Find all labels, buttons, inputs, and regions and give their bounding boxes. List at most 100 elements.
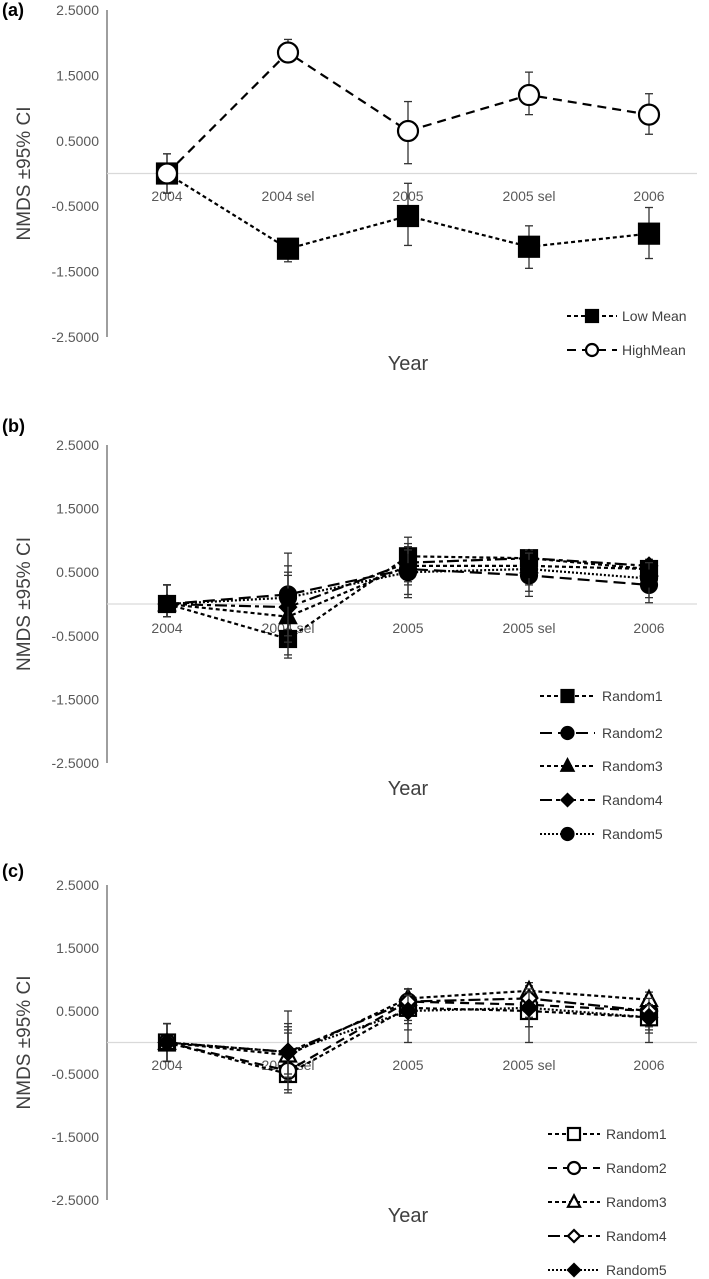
data-point (396, 119, 420, 143)
legend-marker (559, 792, 576, 808)
legend-label: Random3 (602, 758, 663, 774)
x-tick-label: 2006 (633, 620, 664, 636)
panel-label: (c) (2, 861, 24, 881)
x-tick-label: 2005 sel (503, 1057, 556, 1073)
legend-label: Random5 (602, 826, 663, 842)
legend-item: Random5 (548, 1262, 667, 1278)
data-point (517, 83, 541, 107)
legend-item: Random1 (548, 1126, 667, 1142)
legend-marker (566, 1228, 582, 1244)
legend-item: Random2 (548, 1160, 667, 1176)
x-tick-label: 2004 sel (262, 188, 315, 204)
legend-item: Random3 (540, 757, 663, 774)
series-low-mean (155, 153, 661, 269)
legend-label: Random1 (606, 1126, 667, 1142)
data-point (396, 204, 420, 228)
series-highmean (155, 38, 661, 194)
legend-marker (560, 725, 575, 741)
panel-label: (b) (2, 416, 25, 436)
y-tick-label: -0.5000 (52, 198, 100, 214)
y-tick-label: -2.5000 (52, 1192, 100, 1208)
x-axis-label: Year (388, 353, 429, 375)
panel-label: (a) (2, 0, 24, 20)
y-tick-label: 2.5000 (56, 2, 99, 18)
legend-item: HighMean (567, 342, 686, 358)
legend-label: Random5 (606, 1262, 667, 1278)
data-point (519, 559, 539, 579)
legend-label: Random2 (602, 725, 663, 741)
x-axis-label: Year (388, 778, 429, 800)
x-tick-label: 2005 sel (503, 620, 556, 636)
data-point (517, 235, 541, 258)
y-axis-label: NMDS ±95% CI (14, 537, 35, 671)
legend-item: Random3 (548, 1193, 667, 1210)
x-axis-label: Year (388, 1205, 429, 1227)
legend-label: Random4 (606, 1228, 667, 1244)
data-point (637, 103, 661, 126)
series-random5 (157, 549, 659, 631)
x-tick-label: 2005 sel (503, 188, 556, 204)
series-random5 (157, 991, 659, 1075)
legend-item: Random2 (540, 725, 663, 741)
legend-label: Low Mean (622, 308, 687, 324)
data-point (276, 237, 300, 260)
legend-item: Random4 (540, 792, 663, 808)
y-tick-label: 0.5000 (56, 133, 99, 149)
x-tick-label: 2005 (392, 1057, 423, 1073)
x-tick-label: 2004 (151, 620, 182, 636)
data-point (157, 594, 177, 614)
legend-marker (566, 1193, 582, 1208)
legend-item: Low Mean (567, 308, 687, 324)
legend-marker (566, 1262, 582, 1278)
x-tick-label: 2005 (392, 620, 423, 636)
legend-item: Random1 (540, 688, 663, 704)
series-line (166, 51, 650, 175)
legend-item: Random5 (540, 826, 663, 842)
y-tick-label: 0.5000 (56, 564, 99, 580)
legend-marker (584, 308, 600, 324)
chart-panel-2: (b) 2.5000 1.5000 0.5000 -0.5000 -1.5000 -2.50… (2, 416, 697, 842)
y-tick-label: -1.5000 (52, 691, 100, 707)
y-tick-label: -2.5000 (52, 755, 100, 771)
legend-label: Random3 (606, 1194, 667, 1210)
y-tick-label: 1.5000 (56, 940, 99, 956)
legend-marker (560, 688, 575, 704)
y-axis-label: NMDS ±95% CI (14, 976, 35, 1110)
x-tick-label: 2004 (151, 188, 182, 204)
y-tick-label: -2.5000 (52, 329, 100, 345)
x-tick-label: 2004 (151, 1057, 182, 1073)
data-point (639, 1007, 659, 1027)
data-point (637, 222, 661, 245)
legend-label: Random1 (602, 688, 663, 704)
y-tick-label: 2.5000 (56, 877, 99, 893)
legend-marker (584, 342, 600, 358)
data-point (519, 998, 539, 1018)
y-tick-label: -0.5000 (52, 1066, 100, 1082)
y-tick-label: -1.5000 (52, 264, 100, 280)
legend-item: Random4 (548, 1228, 667, 1244)
data-point (639, 569, 659, 588)
y-tick-label: -1.5000 (52, 1129, 100, 1145)
x-tick-label: 2006 (633, 188, 664, 204)
data-point (278, 1042, 298, 1062)
legend-marker (559, 757, 576, 772)
legend-label: Random4 (602, 792, 663, 808)
chart-panel-3: (c) 2.5000 1.5000 0.5000 -0.5000 -1.5000 -2.50… (2, 861, 697, 1278)
y-tick-label: 2.5000 (56, 437, 99, 453)
series-line (166, 567, 650, 606)
legend-marker (560, 826, 575, 842)
data-point (276, 41, 300, 64)
data-point (155, 162, 179, 185)
legend-marker (566, 1160, 582, 1176)
y-tick-label: 0.5000 (56, 1003, 99, 1019)
data-point (278, 588, 298, 607)
legend-label: HighMean (622, 342, 686, 358)
y-tick-label: 1.5000 (56, 501, 99, 517)
x-tick-label: 2006 (633, 1057, 664, 1073)
chart-panel-1: (a) 2.5000 1.5000 0.5000 -0.5000 -1.5000 -2.50… (2, 0, 697, 375)
y-tick-label: -0.5000 (52, 628, 100, 644)
legend-label: Random2 (606, 1160, 667, 1176)
data-point (398, 563, 418, 582)
legend-marker (566, 1126, 582, 1142)
